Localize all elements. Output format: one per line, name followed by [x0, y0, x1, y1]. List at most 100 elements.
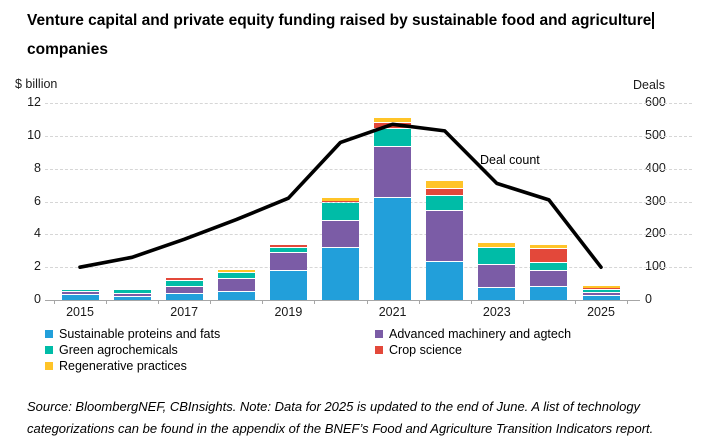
right-axis-tick-label: 400 [645, 160, 666, 175]
bar-segment-2019 [269, 253, 307, 270]
bar-segment-2015 [61, 290, 99, 291]
x-axis-line [45, 300, 640, 301]
legend-item: Crop science [375, 343, 462, 359]
legend-label: Crop science [389, 343, 462, 357]
x-axis-tick [627, 300, 629, 304]
bar-segment-2024 [530, 245, 568, 248]
bar-segment-2018 [217, 273, 255, 278]
legend-swatch-icon [45, 330, 53, 338]
bar-segment-2015 [61, 292, 99, 294]
right-axis-tick-label: 500 [645, 127, 666, 142]
bar-segment-2025 [582, 288, 620, 289]
bar-segment-2018 [217, 279, 255, 291]
legend-label: Green agrochemicals [59, 343, 178, 357]
x-axis-label-2021: 2021 [378, 305, 407, 319]
gridline [45, 135, 692, 137]
right-axis-tick-label: 200 [645, 226, 666, 241]
right-axis-unit-label: Deals [633, 78, 665, 92]
legend-label: Regenerative practices [59, 359, 187, 373]
right-axis-tick-label: 300 [645, 193, 666, 208]
x-axis-label-2017: 2017 [170, 305, 199, 319]
legend-item: Advanced machinery and agtech [375, 327, 571, 343]
left-axis-tick-label: 2 [34, 259, 41, 274]
bar-segment-2015 [61, 295, 99, 300]
left-axis-tick-label: 4 [34, 226, 41, 241]
right-axis-tick-label: 100 [645, 259, 666, 274]
bar-segment-2023 [478, 248, 516, 264]
bar-segment-2021 [374, 147, 412, 197]
bar-segment-2016 [113, 290, 151, 293]
bar-segment-2022 [426, 211, 464, 261]
x-axis-tick [366, 300, 368, 304]
bar-segment-2022 [426, 262, 464, 300]
x-axis-tick [470, 300, 472, 304]
bar-segment-2023 [478, 243, 516, 247]
x-axis-tick [158, 300, 160, 304]
bar-segment-2017 [165, 278, 203, 280]
legend-item: Green agrochemicals [45, 343, 178, 359]
bar-segment-2020 [322, 201, 359, 202]
bar-segment-2021 [374, 118, 412, 122]
bar-segment-2025 [582, 296, 620, 300]
bar-segment-2020 [322, 221, 359, 247]
bar-segment-2022 [426, 196, 464, 210]
x-axis-label-2015: 2015 [66, 305, 94, 319]
bar-segment-2024 [530, 263, 568, 270]
chart-title-line1: Venture capital and private equity fundi… [27, 12, 652, 29]
bar-segment-2017 [165, 281, 203, 286]
chart-title-line2: companies [27, 41, 108, 58]
x-axis-label-2025: 2025 [587, 305, 615, 319]
gridline [45, 168, 692, 170]
legend-swatch-icon [375, 346, 383, 354]
legend-label: Sustainable proteins and fats [59, 327, 221, 341]
x-axis-tick [418, 300, 420, 304]
gridline [45, 234, 692, 236]
x-axis-tick [106, 300, 108, 304]
bar-segment-2024 [530, 249, 568, 262]
legend-swatch-icon [45, 362, 53, 370]
bar-segment-2024 [530, 287, 568, 300]
bar-segment-2020 [322, 198, 359, 201]
bar-segment-2020 [322, 248, 359, 300]
bar-segment-2017 [165, 294, 203, 300]
bar-segment-2024 [530, 271, 568, 286]
legend-label: Advanced machinery and agtech [389, 327, 572, 341]
right-axis-tick-label: 600 [645, 95, 666, 109]
x-axis-tick [262, 300, 264, 304]
x-axis-tick [53, 300, 55, 304]
legend-swatch-icon [45, 346, 53, 354]
x-axis-tick [574, 300, 576, 304]
bar-segment-2025 [582, 293, 620, 295]
right-axis-tick-label: 0 [645, 292, 652, 306]
x-axis-tick [210, 300, 212, 304]
bar-segment-2019 [269, 248, 307, 252]
bar-segment-2016 [113, 297, 151, 300]
bar-segment-2023 [478, 265, 516, 287]
left-axis-tick-label: 10 [27, 127, 41, 142]
bar-segment-2020 [322, 203, 359, 220]
left-axis-tick-label: 0 [34, 292, 41, 306]
bar-segment-2025 [582, 290, 620, 292]
bar-segment-2023 [478, 288, 516, 300]
bar-segment-2022 [426, 181, 464, 188]
bar-segment-2025 [582, 286, 620, 288]
left-axis-tick-label: 6 [34, 193, 41, 208]
plot-area: Deal count [45, 103, 692, 304]
bar-segment-2016 [113, 294, 151, 296]
bar-segment-2017 [165, 287, 203, 293]
deal-count-line [78, 122, 603, 269]
left-axis-tick-label: 8 [34, 160, 41, 175]
x-axis-tick [522, 300, 524, 304]
bar-segment-2022 [426, 189, 464, 195]
bar-segment-2021 [374, 129, 412, 146]
source-note: Source: BloombergNEF, CBInsights. Note: … [27, 399, 654, 436]
x-axis-label-2019: 2019 [274, 305, 303, 319]
bar-segment-2021 [374, 198, 412, 300]
legend-item: Sustainable proteins and fats [45, 327, 220, 343]
left-axis-unit-label: $ billion [15, 77, 58, 91]
chart-title[interactable]: Venture capital and private equity fundi… [27, 6, 717, 64]
gridline [45, 267, 692, 269]
bar-segment-2018 [217, 292, 255, 300]
legend-swatch-icon [375, 330, 383, 338]
